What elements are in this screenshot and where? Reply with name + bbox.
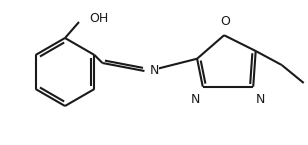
Text: N: N xyxy=(149,64,159,77)
Text: O: O xyxy=(220,15,230,28)
Text: N: N xyxy=(256,93,265,106)
Text: OH: OH xyxy=(89,12,108,26)
Text: N: N xyxy=(191,93,201,106)
